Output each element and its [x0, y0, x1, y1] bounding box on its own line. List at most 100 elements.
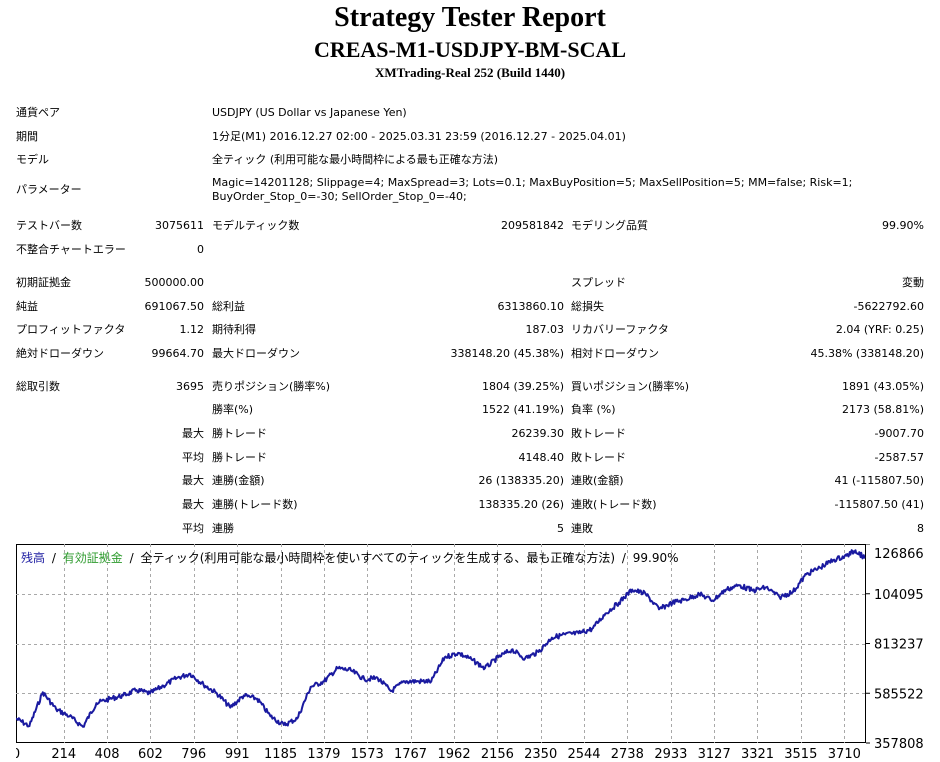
x-tick-label: 3127 [698, 747, 731, 758]
report-title: Strategy Tester Report [334, 2, 606, 33]
x-tick-label: 602 [138, 747, 163, 758]
balance-point [122, 694, 124, 697]
max-win-label: 勝トレード [212, 427, 267, 440]
balance-point [42, 691, 44, 694]
balance-point [417, 680, 419, 683]
y-tick-label: 585522 [874, 687, 924, 702]
cons-loss-amt-value: 41 (-115807.50) [834, 474, 924, 487]
balance-point [403, 680, 406, 683]
balance-point [363, 678, 366, 680]
balance-point [618, 601, 620, 604]
balance-point [854, 549, 857, 552]
short-value: 1804 (39.25%) [481, 380, 564, 393]
balance-point [376, 677, 379, 679]
avg-loss-label: 敗トレード [571, 451, 626, 464]
balance-point [685, 598, 687, 601]
gross-loss-label: 総損失 [571, 300, 604, 313]
balance-point [269, 715, 272, 718]
x-tick-label: 2738 [611, 747, 644, 758]
balance-point [443, 656, 446, 659]
balance-point [577, 632, 580, 635]
balance-point [135, 689, 138, 691]
chart-legend: 残高 / 有効証拠金 / 全ティック(利用可能な最小時間枠を使いすべてのティック… [21, 550, 679, 565]
balance-point [16, 717, 17, 720]
cons-win-cnt-value: 138335.20 (26) [478, 498, 564, 511]
cons-loss-cnt-value: -115807.50 (41) [834, 498, 924, 511]
balance-point [863, 557, 866, 559]
lossrate-value: 2173 (58.81%) [841, 403, 924, 416]
gross-profit-label: 総利益 [212, 300, 245, 313]
recovery-value: 2.04 (YRF: 0.25) [835, 323, 924, 336]
balance-point [711, 599, 714, 602]
cons-loss-amt-label: 連敗(金額) [571, 474, 624, 487]
x-tick-label: 1379 [307, 747, 340, 758]
avg-word: 平均 [182, 451, 204, 464]
pair-value: USDJPY (US Dollar vs Japanese Yen) [212, 106, 407, 119]
y-tick-label: 1268667 [874, 547, 924, 562]
balance-point [109, 698, 111, 700]
avg-win-value: 4148.40 [518, 451, 565, 464]
winrate-label: 勝率(%) [212, 403, 254, 416]
x-tick-label: 796 [181, 747, 206, 758]
avg-cons-win-label: 連勝 [212, 522, 234, 535]
balance-point [698, 593, 700, 595]
plot-frame [16, 544, 866, 743]
gross-loss-value: -5622792.60 [853, 300, 924, 313]
max-word: 最大 [182, 498, 204, 511]
balance-point [524, 657, 526, 660]
abs-dd-value: 99664.70 [151, 347, 205, 360]
x-tick-label: 3321 [741, 747, 774, 758]
y-tick-label: 1040952 [874, 588, 924, 603]
x-tick-label: 408 [95, 747, 120, 758]
x-tick-label: 3710 [828, 747, 861, 758]
balance-point [591, 628, 593, 630]
balance-point [95, 702, 98, 704]
legend-sep-3: / [622, 551, 627, 565]
balance-point [778, 596, 781, 598]
balance-point [296, 717, 299, 720]
winrate-value: 1522 (41.19%) [481, 403, 564, 416]
trades-label: 総取引数 [16, 380, 60, 393]
x-tick-label: 2933 [654, 747, 687, 758]
balance-point [845, 554, 848, 557]
x-tick-label: 214 [51, 747, 76, 758]
ticks-label: モデルティック数 [212, 219, 300, 232]
model-label: モデル [16, 153, 49, 166]
max-loss-value: -9007.70 [874, 427, 924, 440]
x-tick-label: 1185 [264, 747, 297, 758]
spread-value: 変動 [902, 276, 924, 289]
balance-point [564, 633, 567, 636]
avg-cons-win-value: 5 [557, 522, 564, 535]
legend-equity: 有効証拠金 [63, 550, 123, 565]
balance-point [457, 652, 459, 654]
cons-loss-cnt-label: 連敗(トレード数) [571, 498, 657, 511]
quality-label: モデリング品質 [571, 219, 648, 232]
bars-value: 3075611 [155, 219, 204, 232]
legend-balance: 残高 [21, 550, 45, 565]
avg-cons-loss-value: 8 [917, 522, 924, 535]
balance-point [323, 680, 325, 683]
short-label: 売りポジション(勝率%) [212, 380, 331, 393]
rel-dd-value: 45.38% (338148.20) [810, 347, 924, 360]
max-loss-label: 敗トレード [571, 427, 626, 440]
payoff-value: 187.03 [525, 323, 565, 336]
balance-point [176, 677, 178, 679]
quality-value: 99.90% [882, 219, 924, 232]
recovery-label: リカバリーファクタ [571, 323, 669, 336]
balance-point [350, 669, 352, 672]
legend-model: 全ティック(利用可能な最小時間枠を使いすべてのティックを生成する、最も正確な方法… [140, 550, 615, 565]
max-dd-value: 338148.20 (45.38%) [450, 347, 564, 360]
balance-point [644, 593, 647, 595]
avg-cons-loss-label: 連敗 [571, 522, 593, 535]
abs-dd-label: 絶対ドローダウン [16, 347, 104, 360]
x-tick-label: 1767 [394, 747, 427, 758]
balance-point [537, 651, 540, 653]
long-value: 1891 (43.05%) [841, 380, 924, 393]
balance-point [68, 715, 71, 718]
balance-point [725, 588, 727, 591]
balance-point [309, 686, 312, 688]
x-tick-labels: 0 214 408 602 796 991 1185 1379 1573 1767 1962 2156… [16, 747, 861, 758]
x-tick-label: 2156 [481, 747, 514, 758]
balance-point [631, 588, 633, 591]
x-tick-label: 1573 [351, 747, 384, 758]
